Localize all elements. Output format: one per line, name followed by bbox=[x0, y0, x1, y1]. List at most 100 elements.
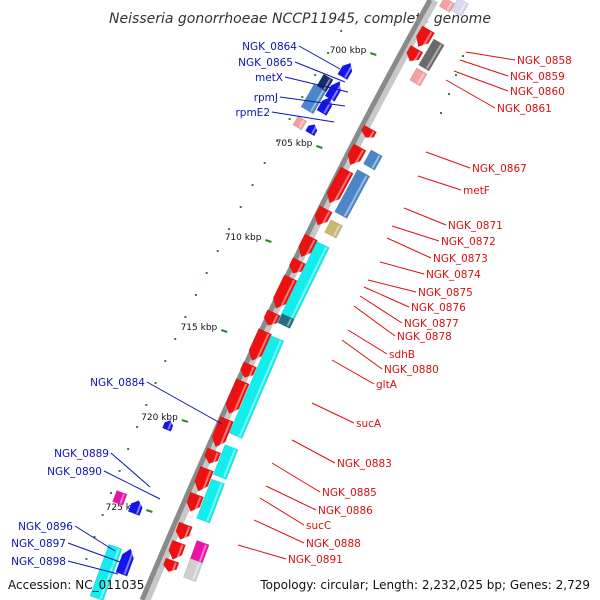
kbp-tick-mark bbox=[265, 239, 272, 243]
scale-dot bbox=[228, 228, 231, 230]
scale-dot bbox=[174, 338, 177, 340]
gene-label-right[interactable]: gltA bbox=[376, 379, 398, 391]
label-leader bbox=[237, 544, 287, 560]
gene-label-left[interactable]: NGK_0898 bbox=[11, 556, 66, 568]
scale-dot bbox=[314, 74, 317, 76]
kbp-tick-mark bbox=[146, 509, 153, 513]
label-leader-lines bbox=[67, 45, 516, 575]
gene-label-left[interactable]: metX bbox=[255, 72, 283, 84]
label-leader bbox=[417, 175, 462, 191]
gene-feature bbox=[361, 124, 377, 139]
kbp-tick-label: 720 kbp bbox=[141, 413, 178, 423]
label-leader bbox=[291, 439, 336, 464]
outer-scale-dots bbox=[85, 30, 464, 560]
gene-label-right[interactable]: NGK_0859 bbox=[510, 71, 565, 83]
gene-label-right[interactable]: NGK_0871 bbox=[448, 220, 503, 232]
gene-label-right[interactable]: NGK_0858 bbox=[517, 55, 572, 67]
gene-label-right[interactable]: NGK_0876 bbox=[411, 302, 466, 314]
label-leader bbox=[265, 485, 317, 511]
gene-label-right[interactable]: NGK_0873 bbox=[433, 253, 488, 265]
gene-feature bbox=[409, 67, 428, 87]
gene-feature bbox=[186, 491, 205, 513]
label-leader bbox=[279, 96, 346, 107]
gene-label-right[interactable]: NGK_0888 bbox=[306, 538, 361, 550]
gene-label-left[interactable]: NGK_0896 bbox=[18, 521, 73, 533]
gene-label-right[interactable]: NGK_0877 bbox=[404, 318, 459, 330]
kbp-tick-mark bbox=[316, 145, 323, 149]
gene-label-left[interactable]: NGK_0884 bbox=[90, 377, 145, 389]
gene-feature bbox=[347, 143, 367, 167]
gene-label-right[interactable]: NGK_0885 bbox=[322, 487, 377, 499]
kbp-scale: 700 kbp 705 kbp 710 kbp 715 kbp 720 kbp 725 k… bbox=[106, 46, 377, 513]
gene-label-right[interactable]: NGK_0880 bbox=[384, 364, 439, 376]
gene-feature bbox=[183, 557, 203, 583]
label-leader bbox=[391, 225, 440, 242]
left-gene-labels: NGK_0864 NGK_0865 metX rpmJ rpmE2 NGK_0884 NGK… bbox=[11, 41, 297, 568]
right-gene-labels: NGK_0858 NGK_0859 NGK_0860 NGK_0861 NGK_0867… bbox=[288, 55, 572, 566]
gene-feature bbox=[194, 465, 214, 493]
gene-label-right[interactable]: NGK_0891 bbox=[288, 554, 343, 566]
gene-feature bbox=[272, 274, 298, 310]
scale-dot bbox=[145, 404, 148, 406]
gene-label-left[interactable]: rpmJ bbox=[254, 92, 278, 104]
scale-dot bbox=[239, 206, 242, 208]
scale-dot bbox=[101, 514, 104, 516]
gene-label-right[interactable]: NGK_0867 bbox=[472, 163, 527, 175]
gene-feature bbox=[163, 557, 180, 573]
gene-label-right[interactable]: sucA bbox=[356, 418, 382, 430]
gene-feature bbox=[212, 444, 239, 480]
gene-feature bbox=[248, 328, 272, 362]
gene-feature bbox=[438, 0, 456, 13]
gene-label-right[interactable]: NGK_0872 bbox=[441, 236, 496, 248]
gene-label-left[interactable]: NGK_0865 bbox=[238, 57, 293, 69]
gene-label-right[interactable]: NGK_0878 bbox=[397, 331, 452, 343]
kbp-tick-label: 715 kbp bbox=[181, 323, 218, 333]
gene-feature bbox=[406, 45, 424, 63]
gene-feature bbox=[240, 361, 258, 379]
gene-label-left[interactable]: NGK_0897 bbox=[11, 538, 66, 550]
gene-features bbox=[89, 0, 469, 600]
gene-label-right[interactable]: sdhB bbox=[389, 349, 415, 361]
label-leader bbox=[379, 261, 425, 275]
scale-dot bbox=[276, 140, 279, 142]
gene-label-right[interactable]: NGK_0860 bbox=[510, 86, 565, 98]
gene-label-left[interactable]: NGK_0890 bbox=[47, 466, 102, 478]
gene-label-right[interactable]: NGK_0875 bbox=[418, 287, 473, 299]
scale-dot bbox=[118, 470, 121, 472]
label-leader bbox=[294, 61, 346, 83]
gene-feature bbox=[276, 241, 330, 329]
backbone-line bbox=[139, 0, 433, 600]
scale-dot bbox=[136, 426, 139, 428]
gene-label-right[interactable]: NGK_0861 bbox=[497, 103, 552, 115]
gene-feature bbox=[127, 500, 143, 517]
label-leader bbox=[453, 70, 509, 92]
label-leader bbox=[298, 45, 341, 70]
gene-feature bbox=[263, 309, 281, 327]
label-leader bbox=[253, 519, 305, 544]
gene-feature bbox=[418, 38, 445, 72]
scale-dot bbox=[251, 184, 254, 186]
label-leader bbox=[367, 279, 417, 293]
scale-dot bbox=[93, 536, 96, 538]
gene-label-left[interactable]: NGK_0889 bbox=[54, 448, 109, 460]
scale-dot bbox=[216, 250, 219, 252]
gene-label-right[interactable]: NGK_0883 bbox=[337, 458, 392, 470]
gene-label-right[interactable]: NGK_0886 bbox=[318, 505, 373, 517]
label-leader bbox=[363, 286, 410, 308]
gene-label-right[interactable]: NGK_0874 bbox=[426, 269, 481, 281]
kbp-tick-mark bbox=[220, 329, 228, 333]
gene-label-right[interactable]: metF bbox=[463, 185, 490, 197]
label-leader bbox=[331, 359, 375, 385]
gene-feature bbox=[300, 83, 327, 115]
gene-feature bbox=[162, 420, 174, 432]
gene-label-right[interactable]: sucC bbox=[306, 520, 331, 532]
scale-dot bbox=[327, 52, 330, 54]
label-leader bbox=[311, 402, 355, 424]
label-leader bbox=[271, 462, 321, 493]
label-leader bbox=[146, 381, 223, 425]
scale-dot bbox=[440, 112, 442, 114]
gene-label-left[interactable]: NGK_0864 bbox=[242, 41, 297, 53]
label-leader bbox=[403, 207, 447, 226]
kbp-tick-label: 710 kbp bbox=[225, 233, 262, 243]
gene-label-left[interactable]: rpmE2 bbox=[235, 107, 270, 119]
